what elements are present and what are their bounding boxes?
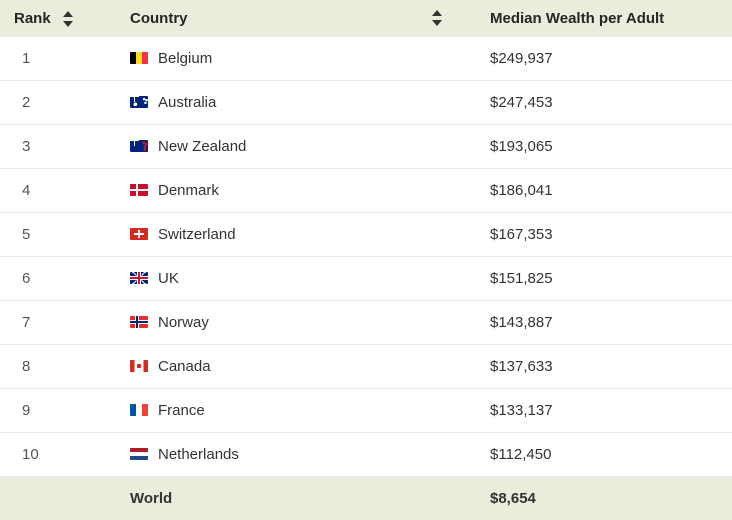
table-row: 4 Denmark $186,041: [0, 169, 732, 213]
flag-icon: [130, 52, 148, 64]
flag-icon: [130, 272, 148, 284]
country-cell: France: [116, 389, 476, 433]
footer-wealth-cell: $8,654: [476, 477, 732, 520]
country-name: Denmark: [158, 182, 219, 199]
wealth-cell: $249,937: [476, 37, 732, 81]
column-header-rank[interactable]: Rank: [0, 0, 116, 37]
table-row: 7 Norway $143,887: [0, 301, 732, 345]
country-name: Canada: [158, 358, 211, 375]
country-name: France: [158, 402, 205, 419]
country-cell: Canada: [116, 345, 476, 389]
rank-cell: 1: [0, 37, 116, 81]
table-row: 9 France $133,137: [0, 389, 732, 433]
flag-icon: [130, 228, 148, 240]
wealth-cell: $143,887: [476, 301, 732, 345]
country-name: Netherlands: [158, 446, 239, 463]
rank-cell: 10: [0, 433, 116, 477]
footer-rank-cell: [0, 477, 116, 520]
wealth-cell: $133,137: [476, 389, 732, 433]
country-cell: Switzerland: [116, 213, 476, 257]
wealth-table: Rank Country Median Wealth per Adult 1 Be…: [0, 0, 732, 520]
column-header-country-label: Country: [130, 10, 188, 27]
wealth-cell: $167,353: [476, 213, 732, 257]
rank-cell: 7: [0, 301, 116, 345]
column-header-country[interactable]: Country: [116, 0, 476, 37]
sort-icon: [63, 11, 73, 27]
wealth-cell: $151,825: [476, 257, 732, 301]
flag-icon: [130, 316, 148, 328]
country-name: Belgium: [158, 50, 212, 67]
country-cell: Norway: [116, 301, 476, 345]
country-name: UK: [158, 270, 179, 287]
sort-icon: [432, 10, 442, 26]
table-row: 5 Switzerland $167,353: [0, 213, 732, 257]
column-header-rank-label: Rank: [14, 10, 51, 27]
table-footer-row: World $8,654: [0, 477, 732, 520]
wealth-cell: $193,065: [476, 125, 732, 169]
table-row: 10 Netherlands $112,450: [0, 433, 732, 477]
flag-icon: [130, 140, 148, 152]
country-cell: Australia: [116, 81, 476, 125]
rank-cell: 9: [0, 389, 116, 433]
country-name: New Zealand: [158, 138, 246, 155]
column-header-wealth: Median Wealth per Adult: [476, 0, 732, 37]
rank-cell: 6: [0, 257, 116, 301]
country-cell: New Zealand: [116, 125, 476, 169]
flag-icon: [130, 184, 148, 196]
table-row: 6 UK $151,825: [0, 257, 732, 301]
flag-icon: [130, 360, 148, 372]
wealth-cell: $112,450: [476, 433, 732, 477]
table-header-row: Rank Country Median Wealth per Adult: [0, 0, 732, 37]
table-row: 2 Australia $247,453: [0, 81, 732, 125]
country-name: Norway: [158, 314, 209, 331]
rank-cell: 3: [0, 125, 116, 169]
rank-cell: 8: [0, 345, 116, 389]
country-cell: Belgium: [116, 37, 476, 81]
table-row: 3 New Zealand $193,065: [0, 125, 732, 169]
table-row: 8 Canada $137,633: [0, 345, 732, 389]
table-row: 1 Belgium $249,937: [0, 37, 732, 81]
country-name: Australia: [158, 94, 216, 111]
flag-icon: [130, 96, 148, 108]
country-cell: Netherlands: [116, 433, 476, 477]
rank-cell: 4: [0, 169, 116, 213]
rank-cell: 2: [0, 81, 116, 125]
wealth-cell: $247,453: [476, 81, 732, 125]
flag-icon: [130, 404, 148, 416]
column-header-wealth-label: Median Wealth per Adult: [490, 10, 664, 27]
country-name: Switzerland: [158, 226, 236, 243]
wealth-cell: $186,041: [476, 169, 732, 213]
flag-icon: [130, 448, 148, 460]
country-cell: UK: [116, 257, 476, 301]
country-cell: Denmark: [116, 169, 476, 213]
wealth-cell: $137,633: [476, 345, 732, 389]
table-body: 1 Belgium $249,937 2 Australia $247,453 3 New Z…: [0, 37, 732, 477]
rank-cell: 5: [0, 213, 116, 257]
footer-country-cell: World: [116, 477, 476, 520]
